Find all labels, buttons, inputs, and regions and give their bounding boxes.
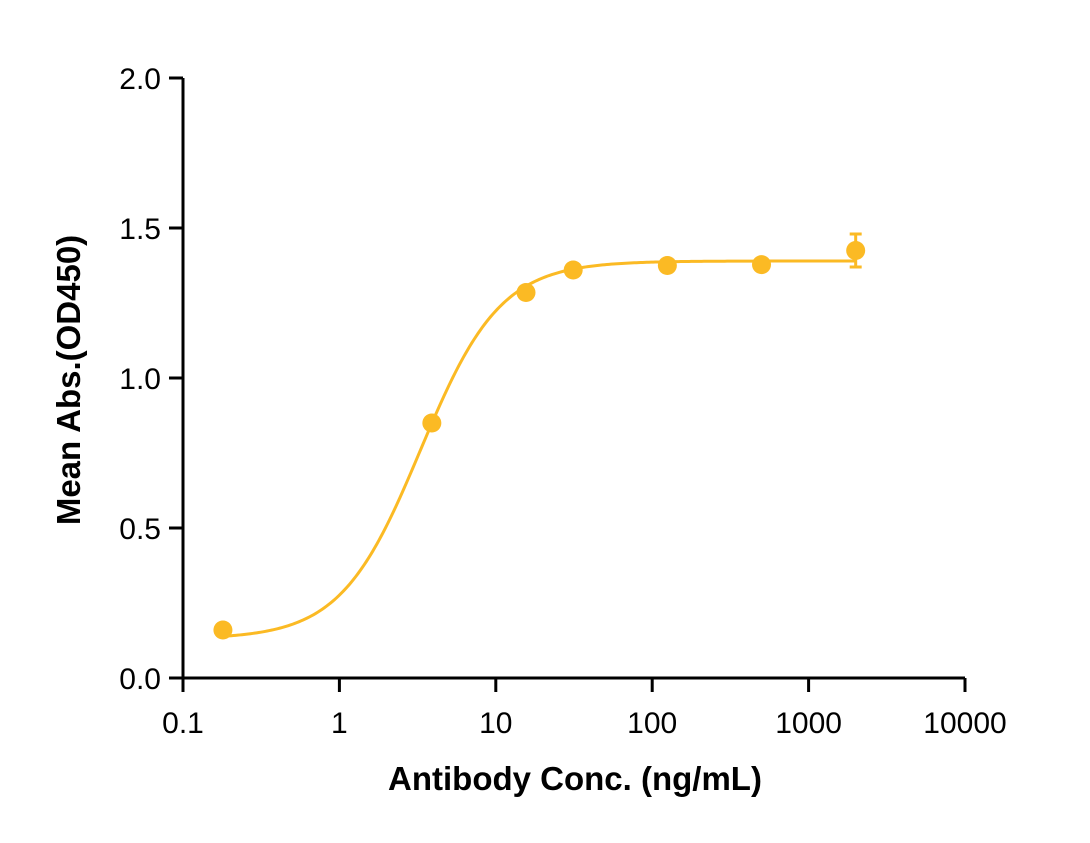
x-axis-title: Antibody Conc. (ng/mL) bbox=[388, 760, 762, 797]
x-tick-label: 1000 bbox=[775, 707, 842, 740]
y-tick-label: 0.0 bbox=[119, 663, 161, 696]
data-point bbox=[213, 620, 233, 640]
data-point bbox=[846, 241, 866, 260]
y-tick-label: 1.5 bbox=[119, 213, 161, 246]
y-tick-label: 1.0 bbox=[119, 363, 161, 396]
plot-area bbox=[213, 232, 866, 640]
x-tick-label: 100 bbox=[627, 707, 677, 740]
y-tick-label: 2.0 bbox=[119, 63, 161, 96]
data-point bbox=[752, 255, 772, 275]
data-point bbox=[657, 256, 677, 275]
x-tick-label: 0.1 bbox=[162, 707, 204, 740]
data-point bbox=[563, 260, 583, 280]
y-axis-title: Mean Abs.(OD450) bbox=[50, 235, 87, 525]
x-tick-label: 10000 bbox=[923, 707, 1006, 740]
data-point bbox=[516, 283, 536, 302]
y-tick-label: 0.5 bbox=[119, 513, 161, 546]
x-axis: 0.1 1 10 100 1000 10000 bbox=[162, 676, 1007, 740]
data-point bbox=[422, 413, 442, 433]
fit-curve bbox=[222, 259, 856, 638]
y-axis: 0.0 0.5 1.0 1.5 2.0 bbox=[119, 63, 185, 696]
x-tick-label: 10 bbox=[479, 707, 512, 740]
x-tick-label: 1 bbox=[331, 707, 348, 740]
